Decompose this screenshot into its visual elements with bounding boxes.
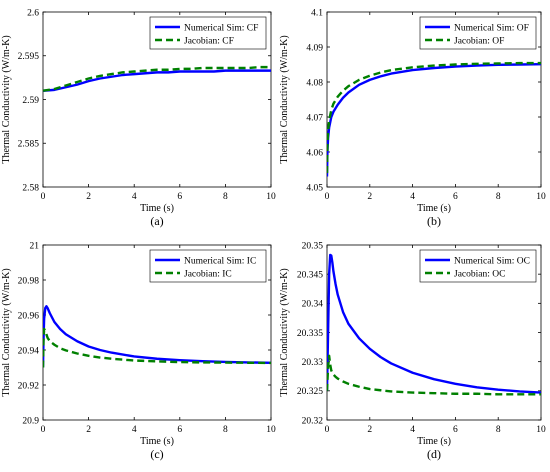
y-axis-label: Thermal Conductivity (W/m-K) xyxy=(279,35,290,163)
x-tick-label: 8 xyxy=(223,192,228,202)
y-tick-label: 2.58 xyxy=(22,183,39,193)
x-tick-label: 8 xyxy=(223,425,228,435)
numerical-series-line xyxy=(43,305,271,368)
panel-caption: (d) xyxy=(427,447,441,461)
x-tick-label: 4 xyxy=(132,425,137,435)
x-tick-label: 6 xyxy=(177,192,182,202)
y-tick-label: 21 xyxy=(30,241,40,251)
x-tick-label: 10 xyxy=(536,192,546,202)
numerical-series-line xyxy=(43,69,271,92)
legend: Numerical Sim: OF Jacobian: OF xyxy=(419,16,537,50)
y-tick-label: 2.595 xyxy=(18,52,40,62)
y-axis-label: Thermal Conductivity (W/m-K) xyxy=(279,268,290,396)
y-tick-label: 20.92 xyxy=(18,381,40,391)
jacobian-series-line xyxy=(327,61,541,174)
legend-entry: Jacobian: OF xyxy=(454,36,504,46)
x-tick-label: 10 xyxy=(266,425,276,435)
x-tick-label: 6 xyxy=(453,425,458,435)
x-tick-label: 0 xyxy=(325,192,330,202)
legend-entry: Numerical Sim: OC xyxy=(454,256,530,266)
chart-panel-4: 0 2 4 6 8 10 20.32 20.325 20.33 20.335 20.34 20.345… xyxy=(279,241,546,461)
legend-entry: Jacobian: OC xyxy=(454,269,505,279)
x-tick-label: 10 xyxy=(266,192,276,202)
x-tick-label: 8 xyxy=(496,192,501,202)
chart-panel-3: 0 2 4 6 8 10 20.9 20.92 20.94 20.96 20.98 21 Time (s… xyxy=(1,241,276,461)
numerical-series-line xyxy=(327,253,541,394)
x-tick-label: 4 xyxy=(410,425,415,435)
y-tick-label: 2.6 xyxy=(27,8,39,18)
y-tick-label: 20.325 xyxy=(297,387,323,397)
y-tick-label: 20.98 xyxy=(18,276,40,286)
legend-entry: Jacobian: CF xyxy=(184,36,234,46)
legend-box xyxy=(419,249,537,283)
y-axis-label: Thermal Conductivity (W/m-K) xyxy=(1,268,12,396)
series-group xyxy=(327,61,541,177)
panel-caption: (a) xyxy=(150,214,163,228)
legend: Numerical Sim: IC Jacobian: IC xyxy=(149,249,267,283)
y-tick-label: 20.35 xyxy=(302,241,324,251)
x-tick-label: 6 xyxy=(177,425,182,435)
y-tick-label: 4.05 xyxy=(306,183,323,193)
y-axis-label: Thermal Conductivity (W/m-K) xyxy=(1,35,12,163)
x-tick-label: 6 xyxy=(453,192,458,202)
x-tick-label: 4 xyxy=(132,192,137,202)
y-tick-label: 4.06 xyxy=(306,148,323,158)
x-tick-label: 2 xyxy=(86,425,91,435)
y-tick-label: 20.9 xyxy=(22,416,39,426)
legend: Numerical Sim: OC Jacobian: OC xyxy=(419,249,537,283)
x-tick-label: 2 xyxy=(367,425,372,435)
x-axis-label: Time (s) xyxy=(417,203,451,214)
y-tick-label: 20.32 xyxy=(302,416,324,426)
y-tick-label: 2.585 xyxy=(18,140,40,150)
legend-entry: Numerical Sim: OF xyxy=(454,23,529,33)
legend-box xyxy=(149,249,267,283)
jacobian-series-line xyxy=(327,354,541,396)
x-tick-label: 0 xyxy=(325,425,330,435)
y-tick-label: 4.09 xyxy=(306,43,323,53)
x-tick-label: 8 xyxy=(496,425,501,435)
chart-panel-1: 0 2 4 6 8 10 2.58 2.585 2.59 2.595 2.6 Time (s) Ther… xyxy=(1,8,276,228)
legend-box xyxy=(419,16,537,50)
series-group xyxy=(43,65,271,92)
legend-box xyxy=(149,16,267,50)
y-tick-label: 20.96 xyxy=(18,311,40,321)
jacobian-series-line xyxy=(43,327,271,368)
chart-panel-2: 0 2 4 6 8 10 4.05 4.06 4.07 4.08 4.09 4.1 Time (s) Th… xyxy=(279,8,546,228)
x-axis-label: Time (s) xyxy=(140,203,174,214)
y-tick-label: 20.34 xyxy=(302,300,324,310)
y-tick-label: 20.33 xyxy=(302,358,324,368)
x-tick-label: 0 xyxy=(41,192,46,202)
x-tick-label: 2 xyxy=(367,192,372,202)
y-tick-label: 2.59 xyxy=(22,96,39,106)
legend-entry: Numerical Sim: IC xyxy=(184,256,256,266)
jacobian-series-line xyxy=(43,65,271,92)
series-group xyxy=(43,305,271,368)
x-tick-label: 4 xyxy=(410,192,415,202)
x-tick-label: 10 xyxy=(536,425,546,435)
y-tick-label: 20.345 xyxy=(297,270,323,280)
x-axis-label: Time (s) xyxy=(140,436,174,447)
y-tick-label: 20.94 xyxy=(18,346,40,356)
axes-frame xyxy=(326,11,542,188)
y-tick-label: 4.07 xyxy=(306,113,323,123)
legend-entry: Numerical Sim: CF xyxy=(184,23,258,33)
x-tick-label: 2 xyxy=(86,192,91,202)
legend: Numerical Sim: CF Jacobian: CF xyxy=(149,16,267,50)
y-tick-label: 4.08 xyxy=(306,78,323,88)
panel-caption: (c) xyxy=(150,447,163,461)
x-tick-label: 0 xyxy=(41,425,46,435)
series-group xyxy=(327,253,541,396)
y-tick-label: 4.1 xyxy=(311,8,323,18)
y-tick-label: 20.335 xyxy=(297,329,323,339)
x-axis-label: Time (s) xyxy=(417,436,451,447)
legend-entry: Jacobian: IC xyxy=(184,269,232,279)
panel-caption: (b) xyxy=(427,214,441,228)
